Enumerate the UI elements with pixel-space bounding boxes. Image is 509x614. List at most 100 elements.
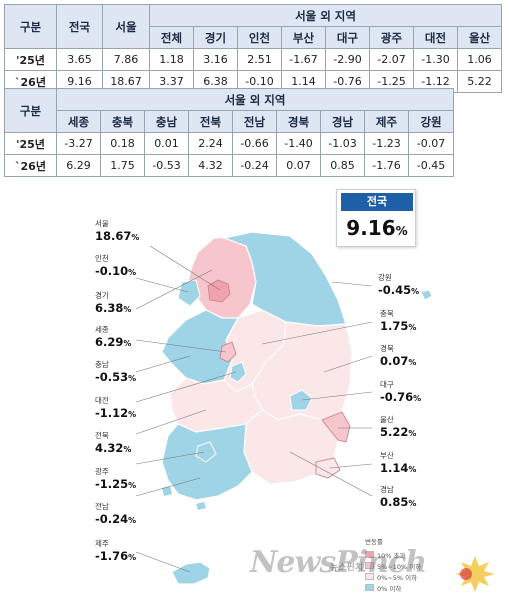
label-unit: % bbox=[408, 429, 417, 438]
legend-label: 0%~5% 이하 bbox=[377, 573, 418, 582]
label-value: 1.14% bbox=[380, 461, 436, 477]
table-cell: 1.18 bbox=[149, 48, 194, 71]
column-header: 제주 bbox=[364, 110, 409, 133]
label-value: 6.29% bbox=[95, 335, 151, 351]
region-ulsan bbox=[321, 411, 351, 443]
label-jeonnam: 전남 -0.24% bbox=[95, 502, 151, 528]
label-value: -0.76% bbox=[380, 390, 436, 406]
legend-swatch bbox=[365, 573, 374, 580]
cell-national: 3.65 bbox=[56, 48, 103, 71]
label-value: -0.45% bbox=[378, 283, 434, 299]
column-header: 인천 bbox=[237, 26, 282, 49]
island-wando bbox=[196, 502, 206, 510]
label-jeju: 제주 -1.76% bbox=[95, 539, 151, 565]
national-title: 전국 bbox=[341, 193, 413, 211]
table-cell: 0.85 bbox=[320, 154, 365, 177]
label-gyeongnam: 경남 0.85% bbox=[380, 485, 436, 511]
watermark-burst-icon bbox=[455, 556, 495, 592]
label-daejeon: 대전 -1.12% bbox=[95, 396, 151, 422]
label-busan: 부산 1.14% bbox=[380, 451, 436, 477]
column-header: 대전 bbox=[413, 26, 458, 49]
table-cell: -2.07 bbox=[369, 48, 414, 71]
label-unit: % bbox=[128, 268, 137, 277]
label-number: 18.67 bbox=[95, 229, 132, 243]
header-gubun: 구분 bbox=[4, 88, 57, 133]
legend-item: 0%~5% 이하 bbox=[365, 571, 437, 582]
table-cell: -2.90 bbox=[325, 48, 370, 71]
label-value: 5.22% bbox=[380, 425, 436, 441]
label-unit: % bbox=[128, 516, 137, 525]
table-cell: -1.23 bbox=[364, 132, 409, 155]
label-name: 전남 bbox=[95, 502, 109, 511]
column-header: 대구 bbox=[325, 26, 370, 49]
table-cell: 6.29 bbox=[56, 154, 101, 177]
table-cell: -1.40 bbox=[276, 132, 321, 155]
header-outside-seoul: 서울 외 지역 bbox=[55, 88, 455, 111]
row-label: '25년 bbox=[4, 132, 57, 155]
column-header: 전남 bbox=[232, 110, 277, 133]
label-name: 경남 bbox=[380, 485, 394, 494]
label-value: -0.10% bbox=[95, 264, 151, 280]
national-value-unit: % bbox=[395, 224, 408, 238]
column-header: 전북 bbox=[188, 110, 233, 133]
label-unit: % bbox=[408, 323, 417, 332]
label-value: 6.38% bbox=[95, 301, 151, 317]
label-value: 1.75% bbox=[380, 319, 436, 335]
label-unit: % bbox=[128, 374, 137, 383]
label-number: 6.38 bbox=[95, 301, 124, 315]
table-cell: -1.30 bbox=[413, 48, 458, 71]
label-number: -1.25 bbox=[95, 477, 129, 491]
label-unit: % bbox=[123, 339, 132, 348]
label-unit: % bbox=[131, 233, 140, 242]
row-label: `26년 bbox=[4, 70, 57, 93]
label-value: 0.85% bbox=[380, 495, 436, 511]
legend-label: 0% 이하 bbox=[377, 584, 402, 593]
leader-lines bbox=[135, 245, 373, 573]
label-chungbuk: 충북 1.75% bbox=[380, 309, 436, 335]
label-value: -1.12% bbox=[95, 406, 151, 422]
table-cell: 2.24 bbox=[188, 132, 233, 155]
national-value-number: 9.16 bbox=[346, 216, 396, 240]
region-gwangju bbox=[195, 441, 217, 463]
row-label: `26년 bbox=[4, 154, 57, 177]
label-name: 서울 bbox=[95, 219, 109, 228]
label-number: 0.07 bbox=[380, 354, 409, 368]
table-cell: 1.06 bbox=[456, 48, 503, 71]
legend-swatch bbox=[365, 551, 374, 558]
label-value: -1.76% bbox=[95, 549, 151, 565]
column-header: 충북 bbox=[100, 110, 145, 133]
label-unit: % bbox=[411, 287, 420, 296]
label-unit: % bbox=[408, 358, 417, 367]
region-busan bbox=[315, 457, 341, 479]
table-cell: 1.75 bbox=[100, 154, 145, 177]
table-cell: -0.24 bbox=[232, 154, 277, 177]
label-number: -0.53 bbox=[95, 370, 129, 384]
label-number: -1.12 bbox=[95, 406, 129, 420]
table-row: `26년 9.16 18.67 3.37 6.38 -0.10 1.14 -0.… bbox=[4, 70, 503, 93]
label-number: -0.10 bbox=[95, 264, 129, 278]
label-name: 인천 bbox=[95, 254, 109, 263]
table-cell: -0.45 bbox=[407, 154, 455, 177]
label-unit: % bbox=[123, 445, 132, 454]
label-number: 1.75 bbox=[380, 319, 409, 333]
header-seoul: 서울 bbox=[102, 4, 150, 49]
label-name: 부산 bbox=[380, 451, 394, 460]
table-cell: 0.07 bbox=[276, 154, 321, 177]
table-cell: -1.12 bbox=[413, 70, 458, 93]
table-cell: -0.66 bbox=[232, 132, 277, 155]
table-cell: -3.27 bbox=[56, 132, 101, 155]
table-cell: -1.76 bbox=[364, 154, 409, 177]
region-chungnam bbox=[161, 309, 240, 385]
region-jeju bbox=[171, 561, 211, 585]
region-daejeon bbox=[229, 361, 247, 383]
header-gubun: 구분 bbox=[4, 4, 57, 49]
label-name: 충남 bbox=[95, 360, 109, 369]
label-name: 세종 bbox=[95, 325, 109, 334]
label-name: 전북 bbox=[95, 431, 109, 440]
national-value: 9.16% bbox=[337, 216, 417, 240]
label-ulsan: 울산 5.22% bbox=[380, 415, 436, 441]
header-outside-seoul: 서울 외 지역 bbox=[148, 4, 503, 27]
column-header: 울산 bbox=[456, 26, 503, 49]
label-value: 18.67% bbox=[95, 229, 151, 245]
label-gwangju: 광주 -1.25% bbox=[95, 467, 151, 493]
